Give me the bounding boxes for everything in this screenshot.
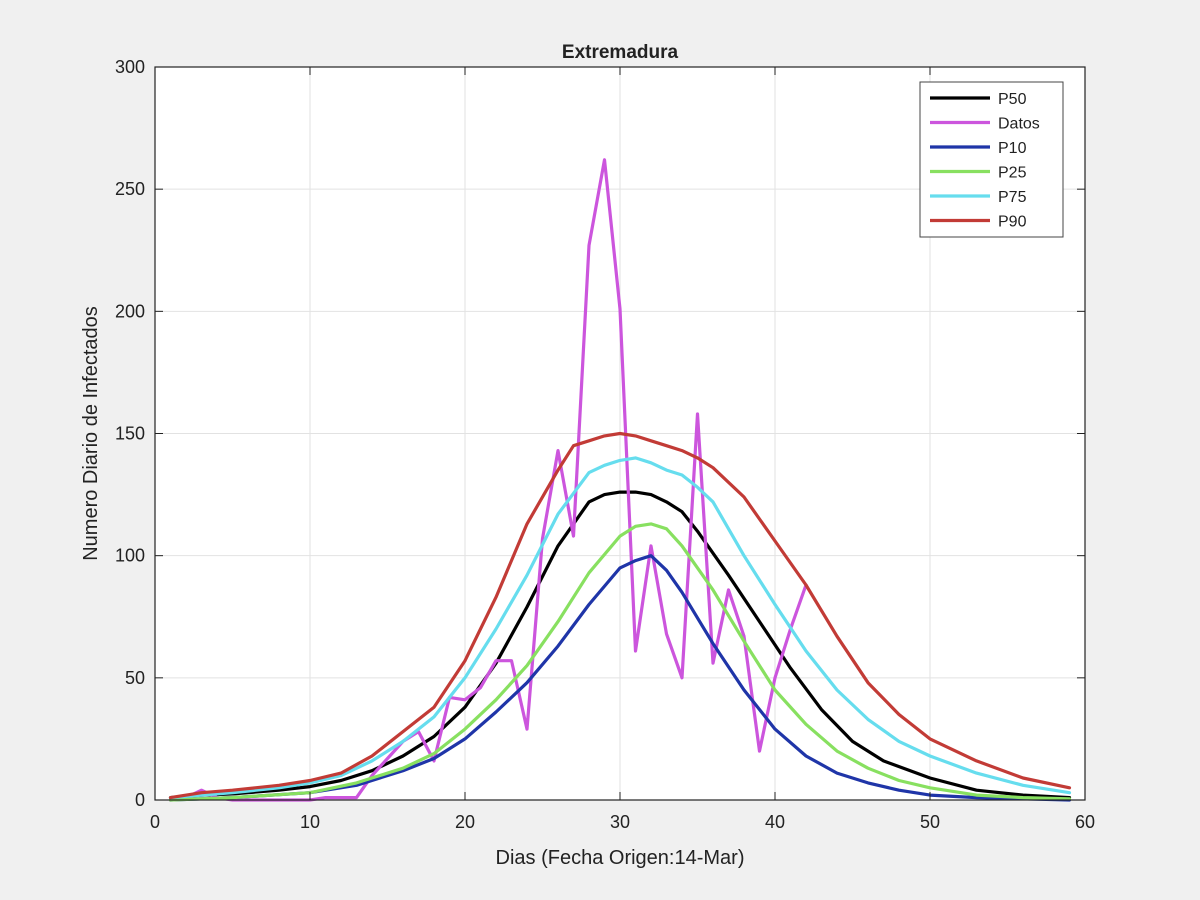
y-tick-label: 200 — [115, 301, 145, 321]
axis-ticks: 0 10 20 30 40 50 60 0 50 100 150 200 250 300 — [115, 57, 1095, 832]
series-line-p10 — [168, 554, 1072, 802]
legend-box — [919, 81, 1064, 238]
x-tick-label: 0 — [150, 812, 160, 832]
series-line-p50 — [168, 490, 1072, 800]
y-tick-label: 250 — [115, 179, 145, 199]
legend-label: P10 — [998, 140, 1027, 157]
y-tick-label: 0 — [135, 790, 145, 810]
y-axis-label: Numero Diario de Infectados — [80, 306, 102, 561]
y-tick-label: 150 — [115, 424, 145, 444]
legend-label: Datos — [998, 116, 1040, 133]
x-tick-label: 50 — [920, 812, 940, 832]
legend-label: P50 — [998, 91, 1027, 108]
y-tick-label: 50 — [125, 668, 145, 688]
legend-label: P90 — [998, 214, 1027, 231]
x-tick-label: 30 — [610, 812, 630, 832]
y-tick-label: 300 — [115, 57, 145, 77]
y-tick-label: 100 — [115, 546, 145, 566]
x-tick-label: 60 — [1075, 812, 1095, 832]
chart-title: Extremadura — [562, 42, 679, 63]
legend: P50 Datos P10 P25 P75 P90 — [919, 81, 1064, 238]
x-tick-label: 20 — [455, 812, 475, 832]
series-line-p90 — [168, 431, 1072, 800]
legend-label: P25 — [998, 165, 1027, 182]
series-line-p25 — [168, 522, 1072, 802]
x-tick-label: 10 — [300, 812, 320, 832]
legend-label: P75 — [998, 189, 1027, 206]
x-axis-label: Dias (Fecha Origen:14-Mar) — [496, 847, 745, 869]
series-line-p75 — [168, 456, 1072, 800]
x-tick-label: 40 — [765, 812, 785, 832]
